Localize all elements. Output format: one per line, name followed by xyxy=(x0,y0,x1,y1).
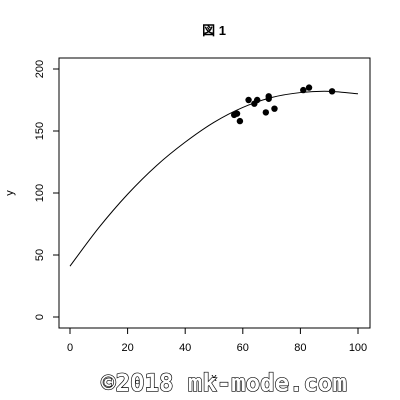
data-point xyxy=(254,96,261,104)
watermark-text: ©2018 mk-mode.com xyxy=(101,369,347,397)
data-point xyxy=(245,96,252,104)
fitted-curve-layer xyxy=(69,90,359,267)
y-axis: 0 50 100 150 200 xyxy=(34,60,60,320)
y-tick-label: 50 xyxy=(34,249,46,261)
x-tick-label: 80 xyxy=(294,342,306,354)
chart-title: 図 1 xyxy=(202,23,226,38)
fitted-curve-line xyxy=(69,90,359,267)
y-tick-label: 150 xyxy=(34,122,46,140)
y-axis-label: y xyxy=(4,190,16,196)
data-point xyxy=(262,109,270,116)
y-tick-label: 0 xyxy=(34,314,46,320)
x-tick-label: 60 xyxy=(237,342,249,354)
data-point xyxy=(236,117,244,125)
data-point xyxy=(265,93,272,100)
x-axis-label: x xyxy=(211,372,217,384)
x-tick-label: 100 xyxy=(349,342,367,354)
data-point xyxy=(305,84,313,91)
plot-frame xyxy=(58,57,371,329)
x-axis: 0 20 40 60 80 100 xyxy=(67,327,367,354)
data-point xyxy=(300,86,307,94)
y-tick-label: 100 xyxy=(34,184,46,202)
x-tick-label: 40 xyxy=(179,342,191,354)
data-point xyxy=(233,110,241,117)
x-tick-label: 20 xyxy=(121,342,133,354)
y-tick-label: 200 xyxy=(34,60,46,78)
data-points-layer xyxy=(230,84,336,125)
data-point xyxy=(328,88,336,95)
data-point xyxy=(271,105,278,112)
x-tick-label: 0 xyxy=(67,342,73,354)
